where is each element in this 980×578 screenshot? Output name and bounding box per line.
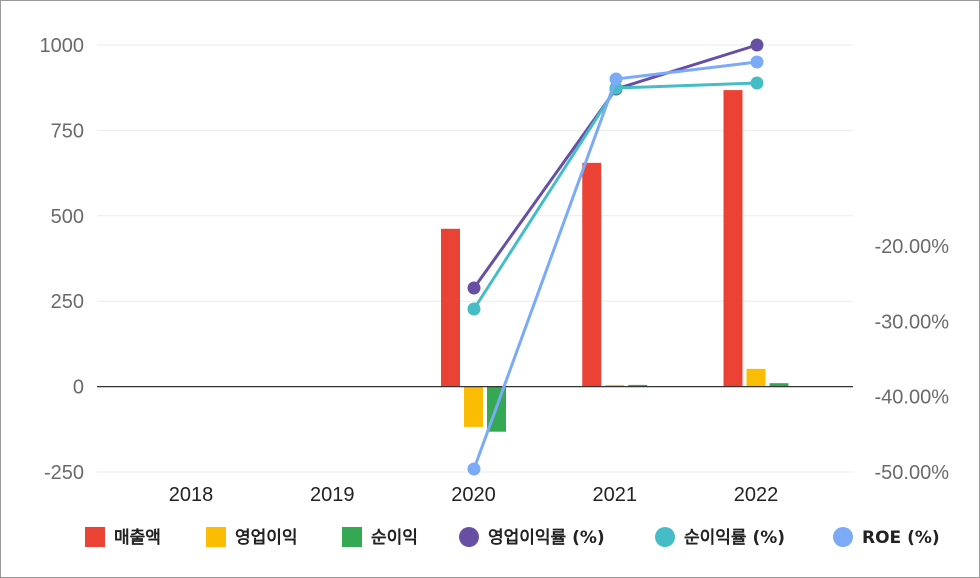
legend-label: ROE (%) <box>862 528 940 548</box>
bar-순이익-2021 <box>628 384 648 387</box>
point-영업이익률 (%)-2022 <box>750 38 764 52</box>
series-lines <box>467 38 764 476</box>
legend-marker-순이익률 (%) <box>655 527 675 547</box>
bar-영업이익-2021 <box>605 384 625 387</box>
legend-label: 매출액 <box>114 528 161 548</box>
right-axis-ticks: -20.00% -30.00% -40.00% -50.00% <box>875 236 950 484</box>
x-tick-label: 2019 <box>310 484 355 506</box>
left-tick-label: -250 <box>44 462 84 484</box>
bar-순이익-2022 <box>769 383 789 387</box>
x-tick-label: 2021 <box>593 484 638 506</box>
left-tick-label: 750 <box>51 120 84 142</box>
legend-swatch-매출액 <box>85 527 105 547</box>
legend-label: 영업이익률 (%) <box>488 528 605 548</box>
legend-marker-ROE (%) <box>833 527 853 547</box>
left-axis-ticks: 1000 750 500 250 0 -250 <box>40 35 85 484</box>
legend-swatch-순이익 <box>342 527 362 547</box>
line-순이익률 (%) <box>472 81 758 310</box>
line-ROE (%) <box>472 60 758 470</box>
left-tick-label: 1000 <box>40 35 85 57</box>
right-tick-label: -20.00% <box>875 236 950 258</box>
point-순이익률 (%)-2020 <box>467 302 481 316</box>
point-ROE (%)-2020 <box>467 462 481 476</box>
legend-label: 영업이익 <box>235 528 298 548</box>
x-tick-label: 2022 <box>734 484 779 506</box>
point-순이익률 (%)-2022 <box>750 76 764 90</box>
bar-매출액-2022 <box>723 90 743 387</box>
point-ROE (%)-2021 <box>609 72 623 86</box>
left-tick-label: 250 <box>51 291 84 313</box>
right-tick-label: -50.00% <box>875 462 950 484</box>
left-tick-label: 500 <box>51 206 84 228</box>
bar-영업이익-2020 <box>464 386 483 427</box>
x-tick-label: 2018 <box>169 484 214 506</box>
legend: 매출액 영업이익 순이익 영업이익률 (%) 순이익률 (%) ROE (%) <box>85 527 940 548</box>
right-tick-label: -30.00% <box>875 311 950 333</box>
legend-label: 순이익 <box>371 528 418 548</box>
bar-매출액-2021 <box>582 162 602 387</box>
point-영업이익률 (%)-2020 <box>467 281 481 295</box>
left-tick-label: 0 <box>73 377 84 399</box>
point-ROE (%)-2022 <box>750 55 764 69</box>
x-tick-label: 2020 <box>451 484 496 506</box>
bar-매출액-2020 <box>441 228 460 387</box>
legend-marker-영업이익률 (%) <box>459 527 479 547</box>
bar-영업이익-2022 <box>746 368 766 387</box>
right-tick-label: -40.00% <box>875 387 950 409</box>
legend-swatch-영업이익 <box>206 527 226 547</box>
x-axis-ticks: 2018 2019 2020 2021 2022 <box>169 484 779 506</box>
legend-label: 순이익률 (%) <box>684 528 785 548</box>
